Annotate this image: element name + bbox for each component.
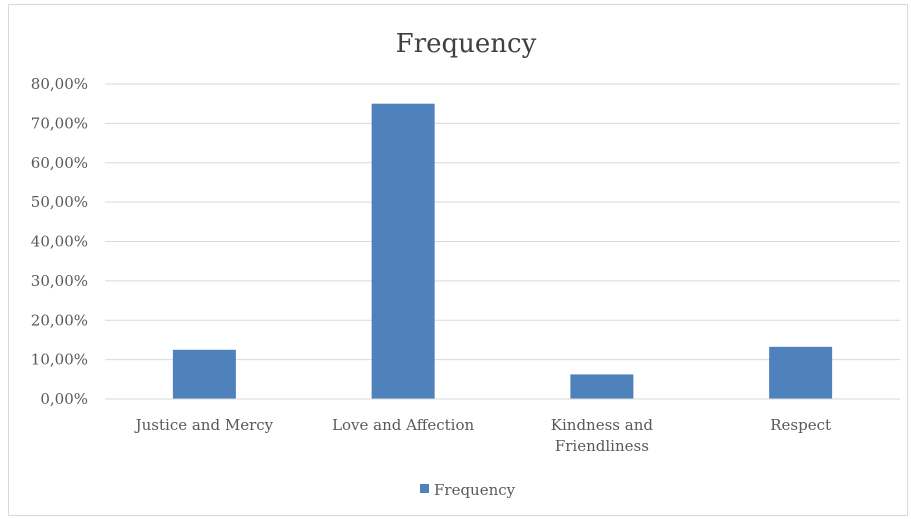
y-tick-label: 10,00%: [31, 351, 88, 369]
y-tick-label: 60,00%: [31, 154, 88, 172]
y-axis-ticks: 0,00% 10,00% 20,00% 30,00% 40,00% 50,00% 60,00…: [31, 75, 88, 408]
x-category-label: Kindness and Friendliness: [551, 416, 654, 455]
bar: [371, 103, 435, 399]
gridlines: [105, 83, 900, 361]
legend: Frequency: [420, 481, 516, 499]
x-category-label: Love and Affection: [332, 416, 474, 434]
y-tick-label: 40,00%: [31, 233, 88, 251]
y-tick-label: 70,00%: [31, 114, 88, 132]
bar: [769, 346, 833, 399]
chart-title: Frequency: [396, 29, 537, 59]
y-tick-label: 50,00%: [31, 193, 88, 211]
chart-frame: [8, 4, 908, 516]
bar: [172, 349, 236, 399]
legend-label: Frequency: [434, 481, 516, 499]
y-tick-label: 30,00%: [31, 272, 88, 290]
y-tick-label: 20,00%: [31, 311, 88, 329]
y-tick-label: 80,00%: [31, 75, 88, 93]
bar: [570, 374, 634, 399]
x-axis-categories: Justice and Mercy Love and Affection Kindn…: [134, 416, 831, 455]
x-category-label: Justice and Mercy: [134, 416, 274, 434]
x-category-label: Respect: [770, 416, 831, 434]
y-tick-label: 0,00%: [40, 390, 88, 408]
legend-swatch: [420, 484, 429, 493]
bars: [172, 103, 833, 399]
